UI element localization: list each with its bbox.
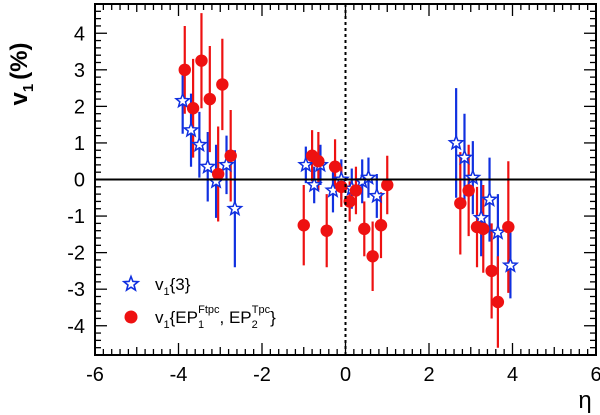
v1-ep-point: [462, 184, 475, 197]
v1-3-point: [217, 155, 236, 173]
tick-labels: -6 -4 -2 0 2 4 6 -4 -3 -2 -1 0 1 2 3 4: [67, 23, 600, 386]
v1-3-point: [359, 168, 378, 186]
x-tick-label: -6: [86, 364, 104, 386]
x-tick-label: 2: [423, 364, 434, 386]
v1-ep-point: [320, 224, 333, 237]
legend-circle-sub1: 1: [198, 319, 204, 331]
legend-circle-close: }: [270, 308, 276, 327]
legend-circle-marker: [124, 310, 138, 324]
legend: v1{3} v1{EP1Ftpc, EP2Tpc}: [121, 274, 276, 331]
y-axis-label-sub: 1: [20, 84, 37, 92]
v1-ep-point: [343, 195, 356, 208]
y-axis-label: v1 (%): [6, 42, 37, 105]
v1-3-point: [199, 157, 217, 175]
legend-circle-mid: , EP: [220, 308, 252, 327]
v1-ep-point: [454, 197, 467, 210]
y-tick-label: -3: [67, 279, 85, 301]
reference-lines: [95, 4, 596, 355]
v1-3-point: [472, 208, 490, 226]
v1-3-point: [226, 199, 244, 217]
v1-3-point: [305, 175, 323, 193]
y-tick-label: 4: [74, 23, 85, 45]
v1-ep-point: [366, 250, 379, 263]
legend-star-rest: {3}: [170, 275, 191, 294]
v1-3-point: [455, 148, 474, 165]
v1-ep-point: [349, 184, 363, 197]
v1-ep-point: [224, 149, 237, 162]
v1-3-point: [297, 155, 315, 173]
y-axis-label-main: v: [6, 92, 33, 106]
x-tick-label: -4: [170, 364, 188, 386]
v1-ep-point: [491, 295, 505, 309]
y-axis-label-unit: (%): [6, 42, 33, 79]
v1-3-point: [174, 91, 192, 109]
legend-star-label: v1{3}: [155, 275, 191, 298]
legend-circle-sup1: Ftpc: [198, 304, 220, 316]
v1-3-point: [501, 256, 520, 273]
v1-ep-point: [178, 63, 191, 77]
x-tick-label: 6: [590, 364, 600, 386]
v1-ep-point: [381, 178, 394, 192]
x-tick-label: -2: [253, 364, 271, 386]
legend-star-v: v: [155, 275, 164, 294]
v1-ep-point: [216, 78, 229, 91]
legend-circle-sup2: Tpc: [252, 304, 271, 316]
legend-circle-sub: 1: [164, 319, 170, 331]
v1-3-point: [480, 190, 499, 207]
y-tick-label: -2: [67, 243, 85, 265]
v1-ep-point: [211, 167, 225, 181]
v1-ep-point: [335, 180, 348, 194]
y-tick-label: 3: [74, 60, 85, 82]
v1-3-point: [182, 121, 200, 138]
legend-star-marker: [121, 274, 141, 292]
data-markers: [174, 54, 520, 309]
y-tick-label: 2: [74, 96, 85, 118]
x-axis-label: η: [578, 387, 591, 414]
v1-ep-point: [485, 264, 498, 278]
v1-ep-point: [297, 219, 310, 232]
v1-3-point: [489, 223, 507, 240]
v1-ep-point: [358, 222, 371, 236]
legend-star-sub: 1: [164, 286, 170, 298]
v1-ep-point: [186, 102, 200, 115]
legend-circle-v: v: [155, 308, 164, 327]
v1-3-point: [190, 135, 209, 153]
v1-3-point: [464, 168, 482, 186]
y-tick-label: -4: [67, 316, 85, 338]
v1-ep-point: [203, 92, 217, 106]
x-tick-label: 0: [340, 364, 351, 386]
x-tick-label: 4: [507, 364, 518, 386]
legend-circle-label: v1{EP1Ftpc, EP2Tpc}: [155, 304, 276, 331]
v1-ep-point: [374, 219, 388, 232]
y-tick-label: 0: [74, 170, 85, 192]
v1-ep-point: [312, 155, 325, 168]
v1-3-point: [447, 133, 465, 151]
v1-ep-point: [502, 220, 515, 234]
y-tick-label: -1: [67, 206, 85, 228]
y-tick-label: 1: [74, 133, 85, 155]
v1-ep-point: [328, 160, 342, 173]
legend-circle-open: {EP: [170, 308, 198, 327]
v1-ep-point: [195, 54, 208, 67]
v1-ep-point: [477, 222, 490, 236]
v1-3-point: [368, 186, 386, 204]
axis-ticks: [94, 3, 597, 356]
legend-circle-sub2: 2: [252, 319, 258, 331]
